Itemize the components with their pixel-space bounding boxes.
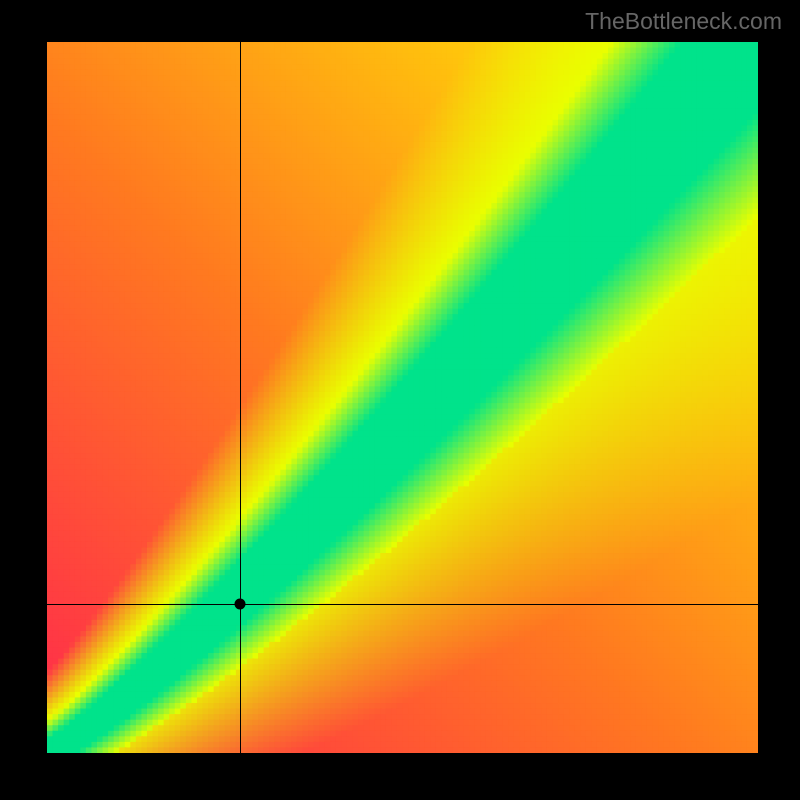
crosshair-vertical (240, 42, 241, 753)
plot-area (47, 42, 758, 753)
watermark-text: TheBottleneck.com (585, 8, 782, 35)
bottleneck-heatmap (47, 42, 758, 753)
crosshair-marker (235, 598, 246, 609)
crosshair-horizontal (47, 604, 758, 605)
chart-container: TheBottleneck.com (0, 0, 800, 800)
